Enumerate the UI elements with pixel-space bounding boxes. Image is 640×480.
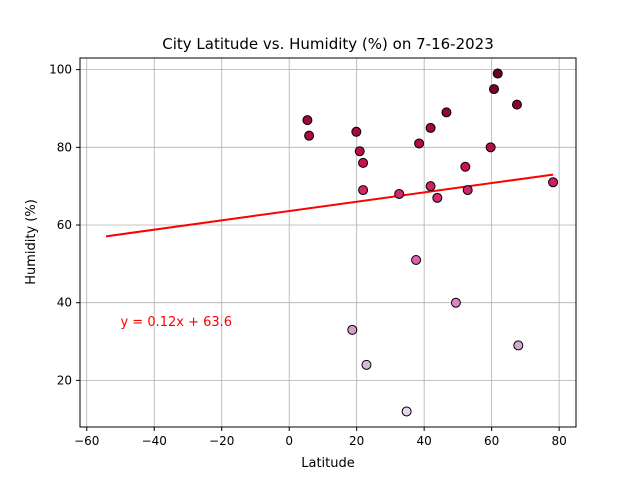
- y-tick-label: 20: [57, 373, 72, 387]
- x-tick-label: 0: [285, 434, 293, 448]
- data-point: [450, 297, 461, 308]
- chart-title: City Latitude vs. Humidity (%) on 7-16-2…: [162, 35, 494, 53]
- regression-equation: y = 0.12x + 63.6: [120, 315, 232, 330]
- data-point: [425, 122, 436, 133]
- data-point: [462, 185, 473, 196]
- data-point: [485, 142, 496, 153]
- data-point: [401, 406, 412, 417]
- data-point: [460, 161, 471, 172]
- x-tick-label: 80: [551, 434, 566, 448]
- data-point: [441, 107, 452, 118]
- y-tick-label: 100: [49, 63, 72, 77]
- data-point: [425, 181, 436, 192]
- x-tick-label: −60: [74, 434, 99, 448]
- x-tick-label: −40: [142, 434, 167, 448]
- grid-lines: [80, 58, 576, 427]
- x-tick-label: 20: [349, 434, 364, 448]
- data-point: [513, 340, 524, 351]
- x-axis-ticks: −60 −40 −20 0 20 40 60 80: [74, 427, 567, 448]
- data-points: [302, 68, 559, 417]
- x-tick-label: −20: [209, 434, 234, 448]
- data-point: [492, 68, 503, 79]
- x-axis-label: Latitude: [301, 456, 355, 471]
- data-point: [347, 324, 358, 335]
- plot-area-frame: [79, 57, 577, 428]
- y-axis-ticks: 20 40 60 80 100: [49, 63, 80, 387]
- data-point: [361, 359, 372, 370]
- y-tick-label: 80: [57, 140, 72, 154]
- y-tick-label: 40: [57, 296, 72, 310]
- regression-line: [105, 173, 554, 238]
- data-point: [489, 84, 500, 95]
- data-point: [358, 157, 369, 168]
- data-point: [304, 130, 315, 141]
- data-point: [358, 185, 369, 196]
- data-point: [394, 188, 405, 199]
- data-point: [354, 146, 365, 157]
- y-tick-label: 60: [57, 218, 72, 232]
- data-point: [351, 126, 362, 137]
- data-point: [414, 138, 425, 149]
- x-tick-label: 60: [484, 434, 499, 448]
- data-point: [302, 115, 313, 126]
- x-tick-label: 40: [417, 434, 432, 448]
- data-point: [411, 254, 422, 265]
- data-point: [432, 192, 443, 203]
- data-point: [548, 177, 559, 188]
- y-axis-label: Humidity (%): [24, 199, 39, 285]
- data-point: [511, 99, 522, 110]
